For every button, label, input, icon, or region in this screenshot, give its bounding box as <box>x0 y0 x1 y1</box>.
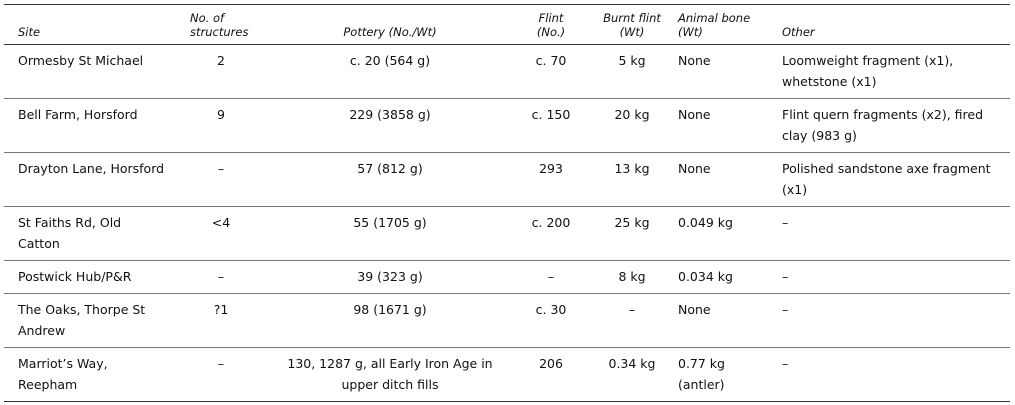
table-cell: 293 <box>510 152 592 207</box>
table-header: Site No. of structures Pottery (No./Wt) Fli… <box>4 4 1010 45</box>
table-row: Postwick Hub/P&R –39 (323 g) –8 kg 0.034 kg… <box>4 260 1010 294</box>
table-cell: 25 kg <box>592 206 672 261</box>
table-cell: St Faiths Rd, Old Catton <box>4 206 172 261</box>
table-cell: – <box>776 347 1010 402</box>
table-cell: c. 70 <box>510 44 592 99</box>
table-cell: 0.34 kg <box>592 347 672 402</box>
table-cell: 5 kg <box>592 44 672 99</box>
table-cell: Marriot’s Way, Reepham <box>4 347 172 402</box>
column-header: Site <box>4 4 172 45</box>
table-cell: – <box>172 152 270 207</box>
table-row: Bell Farm, Horsford 9 229 (3858 g) c. 150 20… <box>4 98 1010 153</box>
table-cell: Ormesby St Michael <box>4 44 172 99</box>
column-header: Other <box>776 4 1010 45</box>
table-cell: 8 kg <box>592 260 672 294</box>
table-cell: 2 <box>172 44 270 99</box>
column-header: Burnt flint (Wt) <box>592 4 672 45</box>
table-cell: c. 200 <box>510 206 592 261</box>
table-cell: 55 (1705 g) <box>270 206 510 261</box>
data-table: Site No. of structures Pottery (No./Wt) Fli… <box>4 4 1010 402</box>
column-header: Animal bone (Wt) <box>672 4 776 45</box>
table-cell: – <box>172 347 270 402</box>
table-cell: 130, 1287 g, all Early Iron Age in upper… <box>270 347 510 402</box>
table-cell: – <box>510 260 592 294</box>
table-cell: 0.77 kg (antler) <box>672 347 776 402</box>
table-cell: 98 (1671 g) <box>270 293 510 348</box>
table-row: Marriot’s Way, Reepham –130, 1287 g, all … <box>4 347 1010 402</box>
table-cell: Flint quern fragments (x2), fired clay (… <box>776 98 1010 153</box>
column-header: Flint (No.) <box>510 4 592 45</box>
table-cell: 9 <box>172 98 270 153</box>
table-cell: Polished sandstone axe fragment (x1) <box>776 152 1010 207</box>
table-row: Drayton Lane, Horsford –57 (812 g) 293 13 k… <box>4 152 1010 207</box>
table-cell: None <box>672 293 776 348</box>
table-cell: The Oaks, Thorpe St Andrew <box>4 293 172 348</box>
column-header: Pottery (No./Wt) <box>270 4 510 45</box>
table-cell: 229 (3858 g) <box>270 98 510 153</box>
table-cell: 0.034 kg <box>672 260 776 294</box>
table-cell: – <box>776 260 1010 294</box>
table-cell: – <box>172 260 270 294</box>
table-row: Ormesby St Michael 2 c. 20 (564 g) c. 70 5 k… <box>4 44 1010 99</box>
table-cell: None <box>672 44 776 99</box>
table-cell: – <box>592 293 672 348</box>
table-cell: c. 20 (564 g) <box>270 44 510 99</box>
table-cell: 0.049 kg <box>672 206 776 261</box>
table-cell: 39 (323 g) <box>270 260 510 294</box>
table-cell: 13 kg <box>592 152 672 207</box>
table-body: Ormesby St Michael 2 c. 20 (564 g) c. 70 5 k… <box>4 44 1010 402</box>
table-cell: Drayton Lane, Horsford <box>4 152 172 207</box>
table-row: The Oaks, Thorpe St Andrew ?1 98 (1671 g) c… <box>4 293 1010 348</box>
table-row: St Faiths Rd, Old Catton <4 55 (1705 g) c. … <box>4 206 1010 261</box>
table-cell: c. 30 <box>510 293 592 348</box>
table-cell: – <box>776 206 1010 261</box>
table-cell: Bell Farm, Horsford <box>4 98 172 153</box>
table-cell: ?1 <box>172 293 270 348</box>
header-row: Site No. of structures Pottery (No./Wt) Fli… <box>4 4 1010 45</box>
column-header: No. of structures <box>172 4 270 45</box>
table-cell: 57 (812 g) <box>270 152 510 207</box>
table-cell: – <box>776 293 1010 348</box>
table-cell: None <box>672 98 776 153</box>
table-cell: <4 <box>172 206 270 261</box>
table-cell: Loomweight fragment (x1), whetstone (x1) <box>776 44 1010 99</box>
table-cell: 20 kg <box>592 98 672 153</box>
table-cell: Postwick Hub/P&R <box>4 260 172 294</box>
table-cell: None <box>672 152 776 207</box>
table-cell: c. 150 <box>510 98 592 153</box>
table-cell: 206 <box>510 347 592 402</box>
